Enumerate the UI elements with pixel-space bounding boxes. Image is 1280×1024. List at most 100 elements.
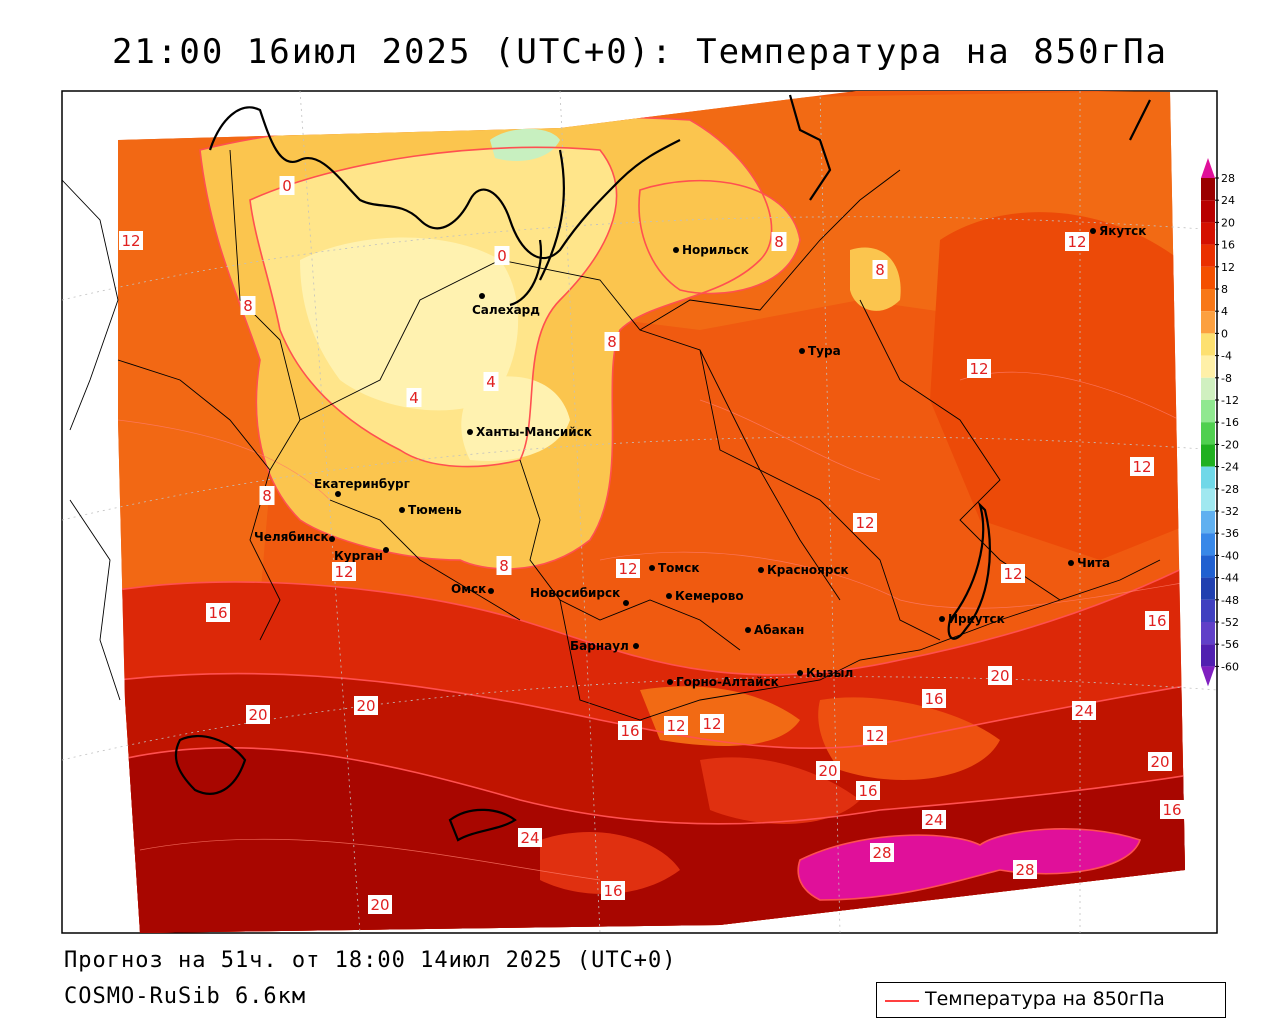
city-dot <box>667 679 673 685</box>
city-label: Курган <box>334 549 383 563</box>
isotherm-label-box <box>604 332 620 351</box>
colorbar-segment <box>1201 289 1215 312</box>
city-dot <box>673 247 679 253</box>
city-dot <box>479 293 485 299</box>
isotherm-label-box <box>1001 564 1025 583</box>
isotherm-label: 16 <box>1147 612 1166 630</box>
city-dot <box>467 429 473 435</box>
colorbar-tick-label: -12 <box>1221 394 1239 407</box>
colorbar-segment <box>1201 511 1215 534</box>
colorbar-segment <box>1201 311 1215 334</box>
colorbar-segment <box>1201 488 1215 511</box>
isotherm-label-box <box>856 781 880 800</box>
city-label: Барнаул <box>570 639 629 653</box>
colorbar-segment <box>1201 422 1215 445</box>
isotherm-label-box <box>664 716 688 735</box>
isotherm-label: 20 <box>370 896 389 914</box>
isotherm-label: 16 <box>1162 801 1181 819</box>
colorbar-segment <box>1201 644 1215 667</box>
city-dot <box>335 491 341 497</box>
isotherm-labels: 12 8 4 4 0 0 8 8 8 8 12 12 12 12 12 12 16 16 16 16 16 16 20 20 2… <box>119 176 1184 914</box>
isotherm-label: 28 <box>1015 861 1034 879</box>
colorbar-segment <box>1201 178 1215 201</box>
isotherm-label-box <box>872 260 888 279</box>
isotherm-label-box <box>870 843 894 862</box>
colorbar-segment <box>1201 577 1215 600</box>
colorbar-tick-label: -20 <box>1221 438 1239 451</box>
isotherm-label-box <box>1013 860 1037 879</box>
city-dot <box>383 547 389 553</box>
city-dot <box>399 507 405 513</box>
city-label: Норильск <box>682 243 749 257</box>
city-label: Новосибирск <box>530 586 620 600</box>
isotherm-label-box <box>246 705 270 724</box>
city-markers: Норильск Салехард Тура Якутск Ханты-Мансийск… <box>254 224 1146 689</box>
isotherm-label: 28 <box>872 844 891 862</box>
colorbar-segment <box>1201 266 1215 289</box>
isotherm-label-box <box>354 696 378 715</box>
isotherm-label-box <box>406 388 422 407</box>
colorbar-tick-label: -60 <box>1221 660 1239 673</box>
isotherm-label: 12 <box>969 360 988 378</box>
isotherm-label-box <box>863 726 887 745</box>
isotherm-label: 4 <box>486 373 496 391</box>
isotherm-label-box <box>1130 457 1154 476</box>
city-label: Тюмень <box>408 503 462 517</box>
colorbar-segment <box>1201 533 1215 556</box>
city-label: Тура <box>808 344 841 358</box>
colorbar-tick-label: -32 <box>1221 505 1239 518</box>
legend-line-swatch <box>885 1000 919 1002</box>
colorbar-tick-label: -40 <box>1221 549 1239 562</box>
isotherm-label: 8 <box>243 297 253 315</box>
map-legend: Температура на 850гПа <box>876 982 1226 1018</box>
isotherm-label-box <box>279 176 295 195</box>
city-dot <box>745 627 751 633</box>
isotherm-label-box <box>332 562 356 581</box>
city-label: Кызыл <box>806 666 853 680</box>
isotherm-label: 24 <box>1074 702 1093 720</box>
colorbar-tick-label: -56 <box>1221 638 1239 651</box>
city-label: Челябинск <box>254 530 329 544</box>
colorbar-tick-label: 28 <box>1221 172 1235 185</box>
city-label: Красноярск <box>767 563 849 577</box>
colorbar-segment <box>1201 355 1215 378</box>
isotherm-label-box <box>119 231 143 250</box>
forecast-caption: Прогноз на 51ч. от 18:00 14июл 2025 (UTC… <box>64 948 677 973</box>
map-title: 21:00 16июл 2025 (UTC+0): Температура на… <box>111 32 1169 72</box>
city-label: Иркутск <box>948 612 1005 626</box>
city-label: Чита <box>1077 556 1110 570</box>
isotherm-label: 0 <box>497 247 507 265</box>
colorbar-segment <box>1201 222 1215 245</box>
isotherm-label-box <box>922 810 946 829</box>
isotherm-label: 20 <box>356 697 375 715</box>
city-label: Екатеринбург <box>314 477 410 491</box>
isotherm-label-box <box>601 881 625 900</box>
city-label: Омск <box>451 582 486 596</box>
isotherm-label-box <box>368 895 392 914</box>
isotherm-label: 8 <box>499 557 509 575</box>
isotherm-label: 12 <box>865 727 884 745</box>
city-label: Горно-Алтайск <box>676 675 779 689</box>
isotherm-label-box <box>616 559 640 578</box>
colorbar-segment <box>1201 377 1215 400</box>
city-label: Абакан <box>754 623 804 637</box>
isotherm-label: 20 <box>1150 753 1169 771</box>
colorbar-segment <box>1201 244 1215 267</box>
isotherm-label-box <box>1072 701 1096 720</box>
isotherm-label-box <box>1145 611 1169 630</box>
isotherm-label: 12 <box>855 514 874 532</box>
isotherm-label-box <box>618 721 642 740</box>
city-label: Томск <box>658 561 700 575</box>
legend-label: Температура на 850гПа <box>925 988 1165 1010</box>
city-dot <box>623 600 629 606</box>
model-caption: COSMO-RuSib 6.6км <box>64 984 307 1009</box>
isotherm-label-box <box>496 556 512 575</box>
colorbar-segment <box>1201 555 1215 578</box>
isotherm-label: 20 <box>990 667 1009 685</box>
colorbar-tick-label: -16 <box>1221 416 1239 429</box>
colorbar-tick-label: 16 <box>1221 239 1235 252</box>
city-label: Салехард <box>472 303 540 317</box>
isotherm-label-box <box>518 828 542 847</box>
graticule <box>62 91 1217 933</box>
